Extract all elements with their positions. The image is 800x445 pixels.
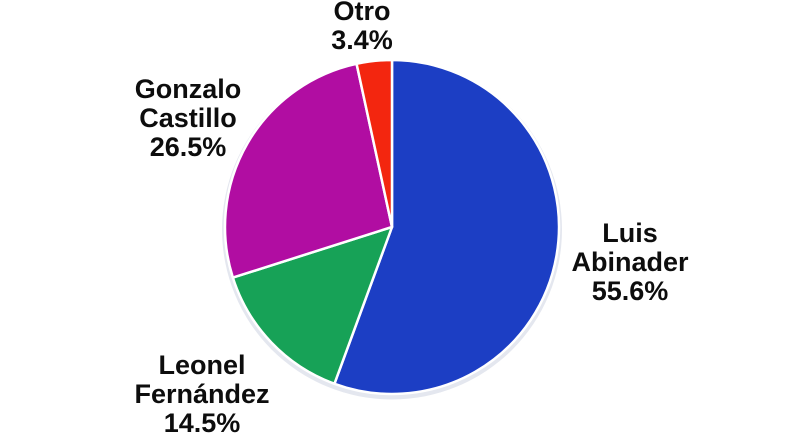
slice-label-luis-abinader: Luis Abinader 55.6% [571,218,689,306]
pie-slice-otro [355,58,394,229]
slice-label-gonzalo-castillo: Gonzalo Castillo 26.5% [134,74,242,162]
slice-label-leonel-fernandez: Leonel Fernández 14.5% [134,350,270,438]
pie-slice-gonzalo-castillo [223,62,394,279]
slice-label-otro: Otro 3.4% [331,0,393,55]
pie-slice-luis-abinader [333,58,561,396]
